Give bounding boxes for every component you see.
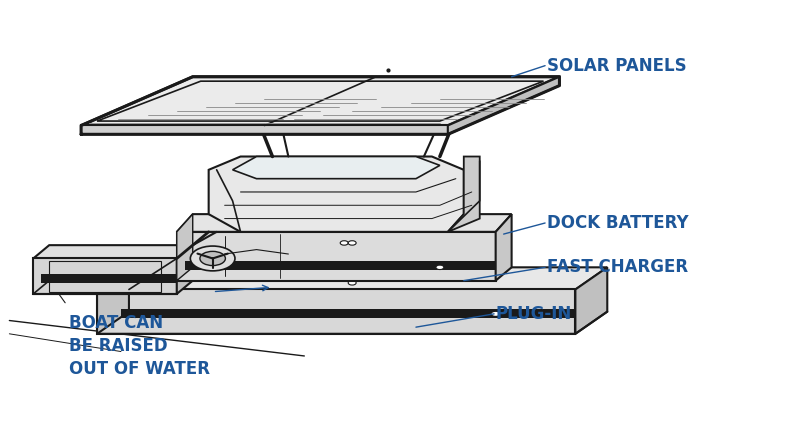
Text: SOLAR PANELS: SOLAR PANELS <box>547 57 687 74</box>
Polygon shape <box>233 157 440 179</box>
Text: PLUG-IN: PLUG-IN <box>496 305 572 323</box>
Text: DOCK BATTERY: DOCK BATTERY <box>547 214 689 232</box>
Polygon shape <box>97 267 607 289</box>
Polygon shape <box>177 232 496 281</box>
Text: BOAT CAN
BE RAISED
OUT OF WATER: BOAT CAN BE RAISED OUT OF WATER <box>69 314 210 378</box>
Polygon shape <box>42 274 177 283</box>
Polygon shape <box>97 267 129 334</box>
Circle shape <box>436 265 444 269</box>
Polygon shape <box>177 214 193 281</box>
Polygon shape <box>81 77 559 125</box>
Polygon shape <box>448 157 480 232</box>
Polygon shape <box>177 214 512 232</box>
Polygon shape <box>575 267 607 334</box>
Polygon shape <box>34 245 193 259</box>
Polygon shape <box>185 260 496 269</box>
Polygon shape <box>34 259 177 294</box>
Circle shape <box>348 241 356 245</box>
Polygon shape <box>496 214 512 281</box>
Text: FAST CHARGER: FAST CHARGER <box>547 258 689 277</box>
Circle shape <box>200 252 226 265</box>
Polygon shape <box>177 245 193 294</box>
Circle shape <box>348 281 356 285</box>
Circle shape <box>491 311 501 317</box>
Polygon shape <box>81 125 448 134</box>
Polygon shape <box>121 310 575 318</box>
Circle shape <box>190 246 235 271</box>
Circle shape <box>340 241 348 245</box>
Polygon shape <box>448 77 559 134</box>
Polygon shape <box>209 157 464 232</box>
Polygon shape <box>97 289 575 334</box>
